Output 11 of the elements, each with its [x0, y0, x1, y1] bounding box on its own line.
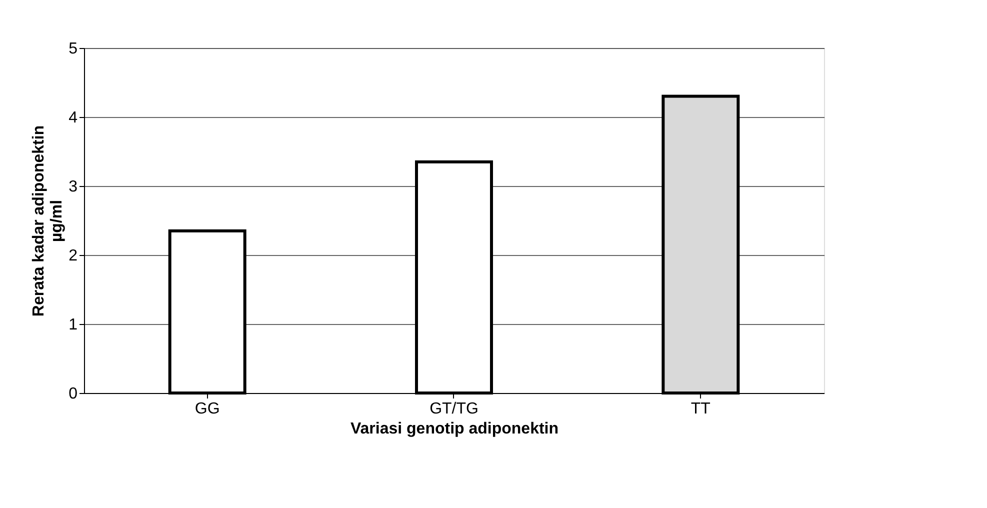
y-tick-label: 3 [68, 178, 78, 196]
y-tick-label: 5 [68, 40, 78, 58]
y-tick-label: 1 [68, 316, 78, 334]
y-tick-label: 0 [68, 386, 78, 402]
y-tick-label: 4 [68, 110, 78, 126]
x-tick-label: TT [690, 400, 711, 418]
y-axis-title: Rerata kadar adiponektin µg/ml [30, 125, 66, 317]
x-tick-label: GG [194, 400, 220, 418]
x-axis-title: Variasi genotip adiponektin [350, 420, 559, 438]
y-tick-label: 2 [68, 248, 78, 264]
x-tick-label: GT/TG [430, 400, 478, 418]
